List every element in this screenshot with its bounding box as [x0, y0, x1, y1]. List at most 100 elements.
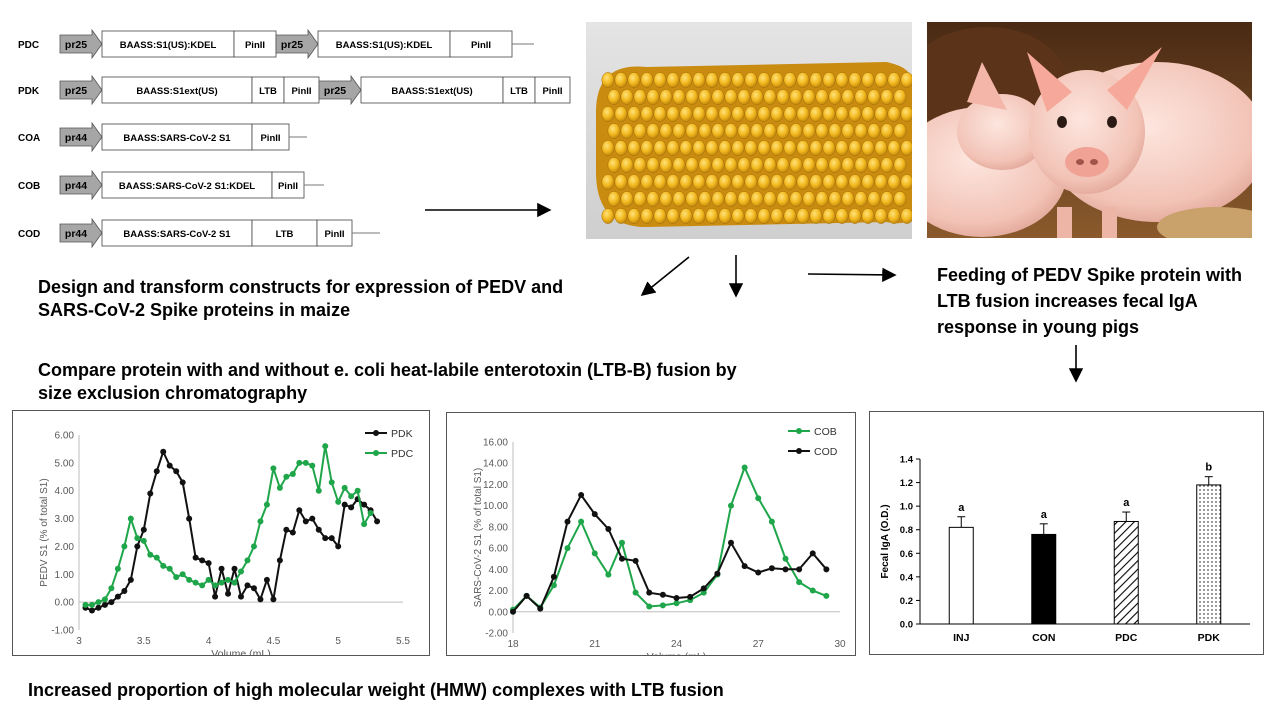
maize-kernel	[672, 191, 686, 207]
maize-kernel	[822, 208, 836, 224]
maize-kernel	[887, 208, 901, 224]
data-point-pdc	[250, 543, 257, 550]
construct-name: PDK	[18, 86, 40, 97]
data-point-pdc	[238, 568, 244, 575]
gene-block-label: BAASS:SARS-CoV-2 S1	[123, 229, 231, 240]
maize-kernel	[750, 123, 764, 139]
data-point-pdc	[270, 465, 277, 472]
maize-kernel	[841, 157, 855, 173]
legend-marker	[373, 430, 379, 436]
legend-marker	[796, 448, 802, 454]
construct-cod: COD pr44 BAASS:SARS-CoV-2 S1 LTB PinII	[18, 217, 380, 249]
data-point-pdc	[341, 484, 348, 491]
maize-kernel	[880, 191, 894, 207]
data-point-cod	[700, 585, 707, 592]
significance-letter: a	[1123, 497, 1130, 509]
data-point-pdc	[348, 493, 355, 500]
data-point-pdk	[173, 468, 180, 475]
maize-kernel	[770, 72, 784, 88]
x-tick-label: 24	[671, 639, 683, 650]
gene-block	[251, 76, 285, 104]
maize-kernel	[659, 123, 673, 139]
maize-kernel	[815, 157, 829, 173]
maize-kernel	[659, 89, 673, 105]
maize-kernel	[750, 89, 764, 105]
maize-kernel	[737, 157, 751, 173]
maize-kernel	[640, 106, 654, 122]
gene-block	[534, 76, 571, 104]
maize-kernel	[893, 157, 907, 173]
maize-kernel	[893, 89, 907, 105]
data-point-pdc	[263, 501, 270, 508]
significance-letter: a	[958, 502, 965, 514]
legend-label: COD	[814, 446, 838, 458]
maize-kernel	[640, 140, 654, 156]
maize-kernel	[841, 89, 855, 105]
data-point-pdk	[348, 504, 355, 511]
maize-kernel	[802, 123, 816, 139]
y-tick-label: 16.00	[483, 438, 508, 449]
maize-kernel	[783, 106, 797, 122]
data-point-pdk	[244, 582, 251, 589]
data-point-cod	[809, 550, 816, 557]
maize-kernel	[744, 208, 758, 224]
legend-label: COB	[814, 426, 837, 438]
data-point-pdk	[309, 515, 316, 522]
construct-coa: COA pr44 BAASS:SARS-CoV-2 S1 PinII	[18, 121, 307, 153]
data-point-pdc	[140, 537, 147, 544]
gene-block	[101, 76, 253, 104]
legend-marker	[373, 450, 379, 456]
maize-kernel	[646, 191, 660, 207]
data-point-pdk	[283, 526, 290, 533]
maize-kernel	[789, 191, 803, 207]
maize-kernel	[653, 174, 667, 190]
maize-kernel	[653, 140, 667, 156]
data-point-pdc	[147, 551, 154, 558]
maize-kernel	[809, 106, 823, 122]
data-point-cob	[550, 582, 557, 589]
maize-kernel	[848, 174, 862, 190]
maize-kernel	[815, 89, 829, 105]
y-tick-label: 0.2	[900, 596, 913, 607]
maize-kernel	[789, 123, 803, 139]
promoter-arrow	[318, 74, 362, 106]
y-tick-label: 1.00	[55, 570, 75, 581]
data-point-pdc	[114, 565, 121, 572]
data-point-pdc	[212, 582, 219, 589]
data-point-pdk	[88, 607, 95, 614]
gene-block-label: PinII	[324, 229, 344, 240]
data-point-cob	[728, 502, 734, 509]
maize-kernel	[874, 72, 888, 88]
promoter-arrow	[59, 217, 103, 249]
gene-block-label: BAASS:S1ext(US)	[136, 86, 217, 97]
data-point-cod	[687, 593, 694, 600]
data-point-pdc	[367, 510, 374, 516]
maize-kernel	[601, 208, 615, 224]
data-point-cob	[755, 495, 762, 502]
maize-kernel	[737, 191, 751, 207]
maize-kernel	[627, 72, 641, 88]
maize-kernel	[711, 123, 725, 139]
data-point-pdc	[289, 471, 296, 477]
gene-block	[360, 76, 504, 104]
maize-kernel	[698, 191, 712, 207]
maize-kernel	[796, 72, 810, 88]
maize-kernel	[633, 157, 647, 173]
data-point-cod	[646, 589, 653, 596]
gene-block-label: LTB	[510, 86, 528, 97]
maize-kernel	[685, 191, 699, 207]
gene-block-label: PinII	[542, 86, 562, 97]
maize-kernel	[646, 89, 660, 105]
maize-kernel	[731, 174, 745, 190]
y-tick-label: 3.00	[55, 514, 75, 525]
data-point-cod	[823, 566, 830, 573]
maize-kernel	[854, 89, 868, 105]
pedv-sec-chart-panel: -1.00 0.00 1.00 2.00 3.00 4.00 5.00 6.00 3 3.5 4 4.…	[12, 410, 430, 660]
maize-kernel	[607, 123, 621, 139]
data-point-pdc	[244, 557, 251, 564]
maize-kernel	[887, 72, 901, 88]
data-point-pdk	[225, 590, 232, 597]
maize-kernel	[770, 106, 784, 122]
data-point-cob	[632, 589, 639, 596]
maize-kernel	[783, 174, 797, 190]
